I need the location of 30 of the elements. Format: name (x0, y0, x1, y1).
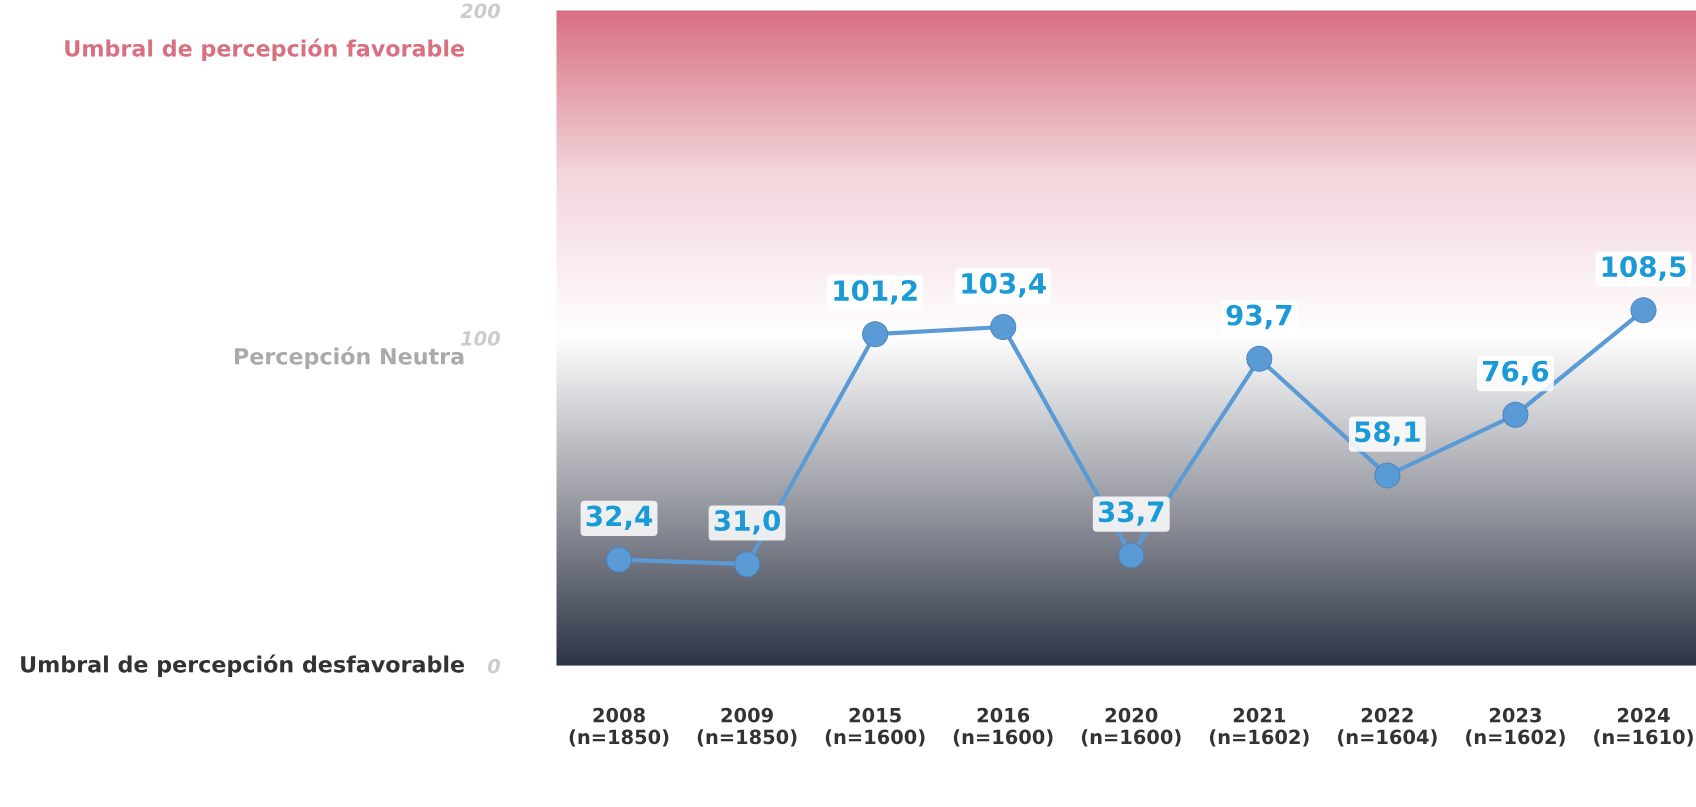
text: 58,1 (1355, 421, 1420, 446)
text: Percepción Neutra (235, 346, 464, 369)
text: 76,6 (1483, 360, 1549, 386)
text: 93,7 (1226, 304, 1292, 330)
point (862, 321, 889, 348)
text: 31,0 (714, 510, 781, 535)
point (606, 546, 633, 573)
x-tick-label: 2023 (n=1602) (1466, 707, 1565, 747)
x-tick-label: 2009 (n=1850) (697, 707, 797, 747)
point (1630, 297, 1657, 324)
text: 33,7 (1098, 501, 1164, 526)
point (1502, 401, 1529, 428)
text: 108,5 (1602, 256, 1686, 281)
x-tick-label: 2024 (n=1610) (1594, 707, 1693, 747)
x-tick-label: 2016 (n=1600) (953, 707, 1053, 747)
x-tick-label: 2015 (n=1600) (825, 707, 925, 747)
x-tick-label: 2021 (n=1602) (1209, 707, 1309, 747)
text: Umbral de percepción desfavorable (21, 654, 465, 677)
text: 32,4 (586, 505, 653, 531)
point (990, 313, 1017, 341)
point (1374, 462, 1401, 489)
point (734, 551, 761, 578)
x-tick-label: 2022 (n=1604) (1338, 707, 1437, 747)
x-tick-label: 2020 (n=1600) (1081, 707, 1181, 747)
text: Umbral de percepción favorable (65, 38, 465, 62)
text: 101,2 (834, 280, 917, 305)
point (1118, 542, 1145, 569)
point (1246, 345, 1273, 372)
x-tick-label: 2008 (n=1850) (569, 707, 669, 747)
text: 103,4 (962, 272, 1046, 298)
